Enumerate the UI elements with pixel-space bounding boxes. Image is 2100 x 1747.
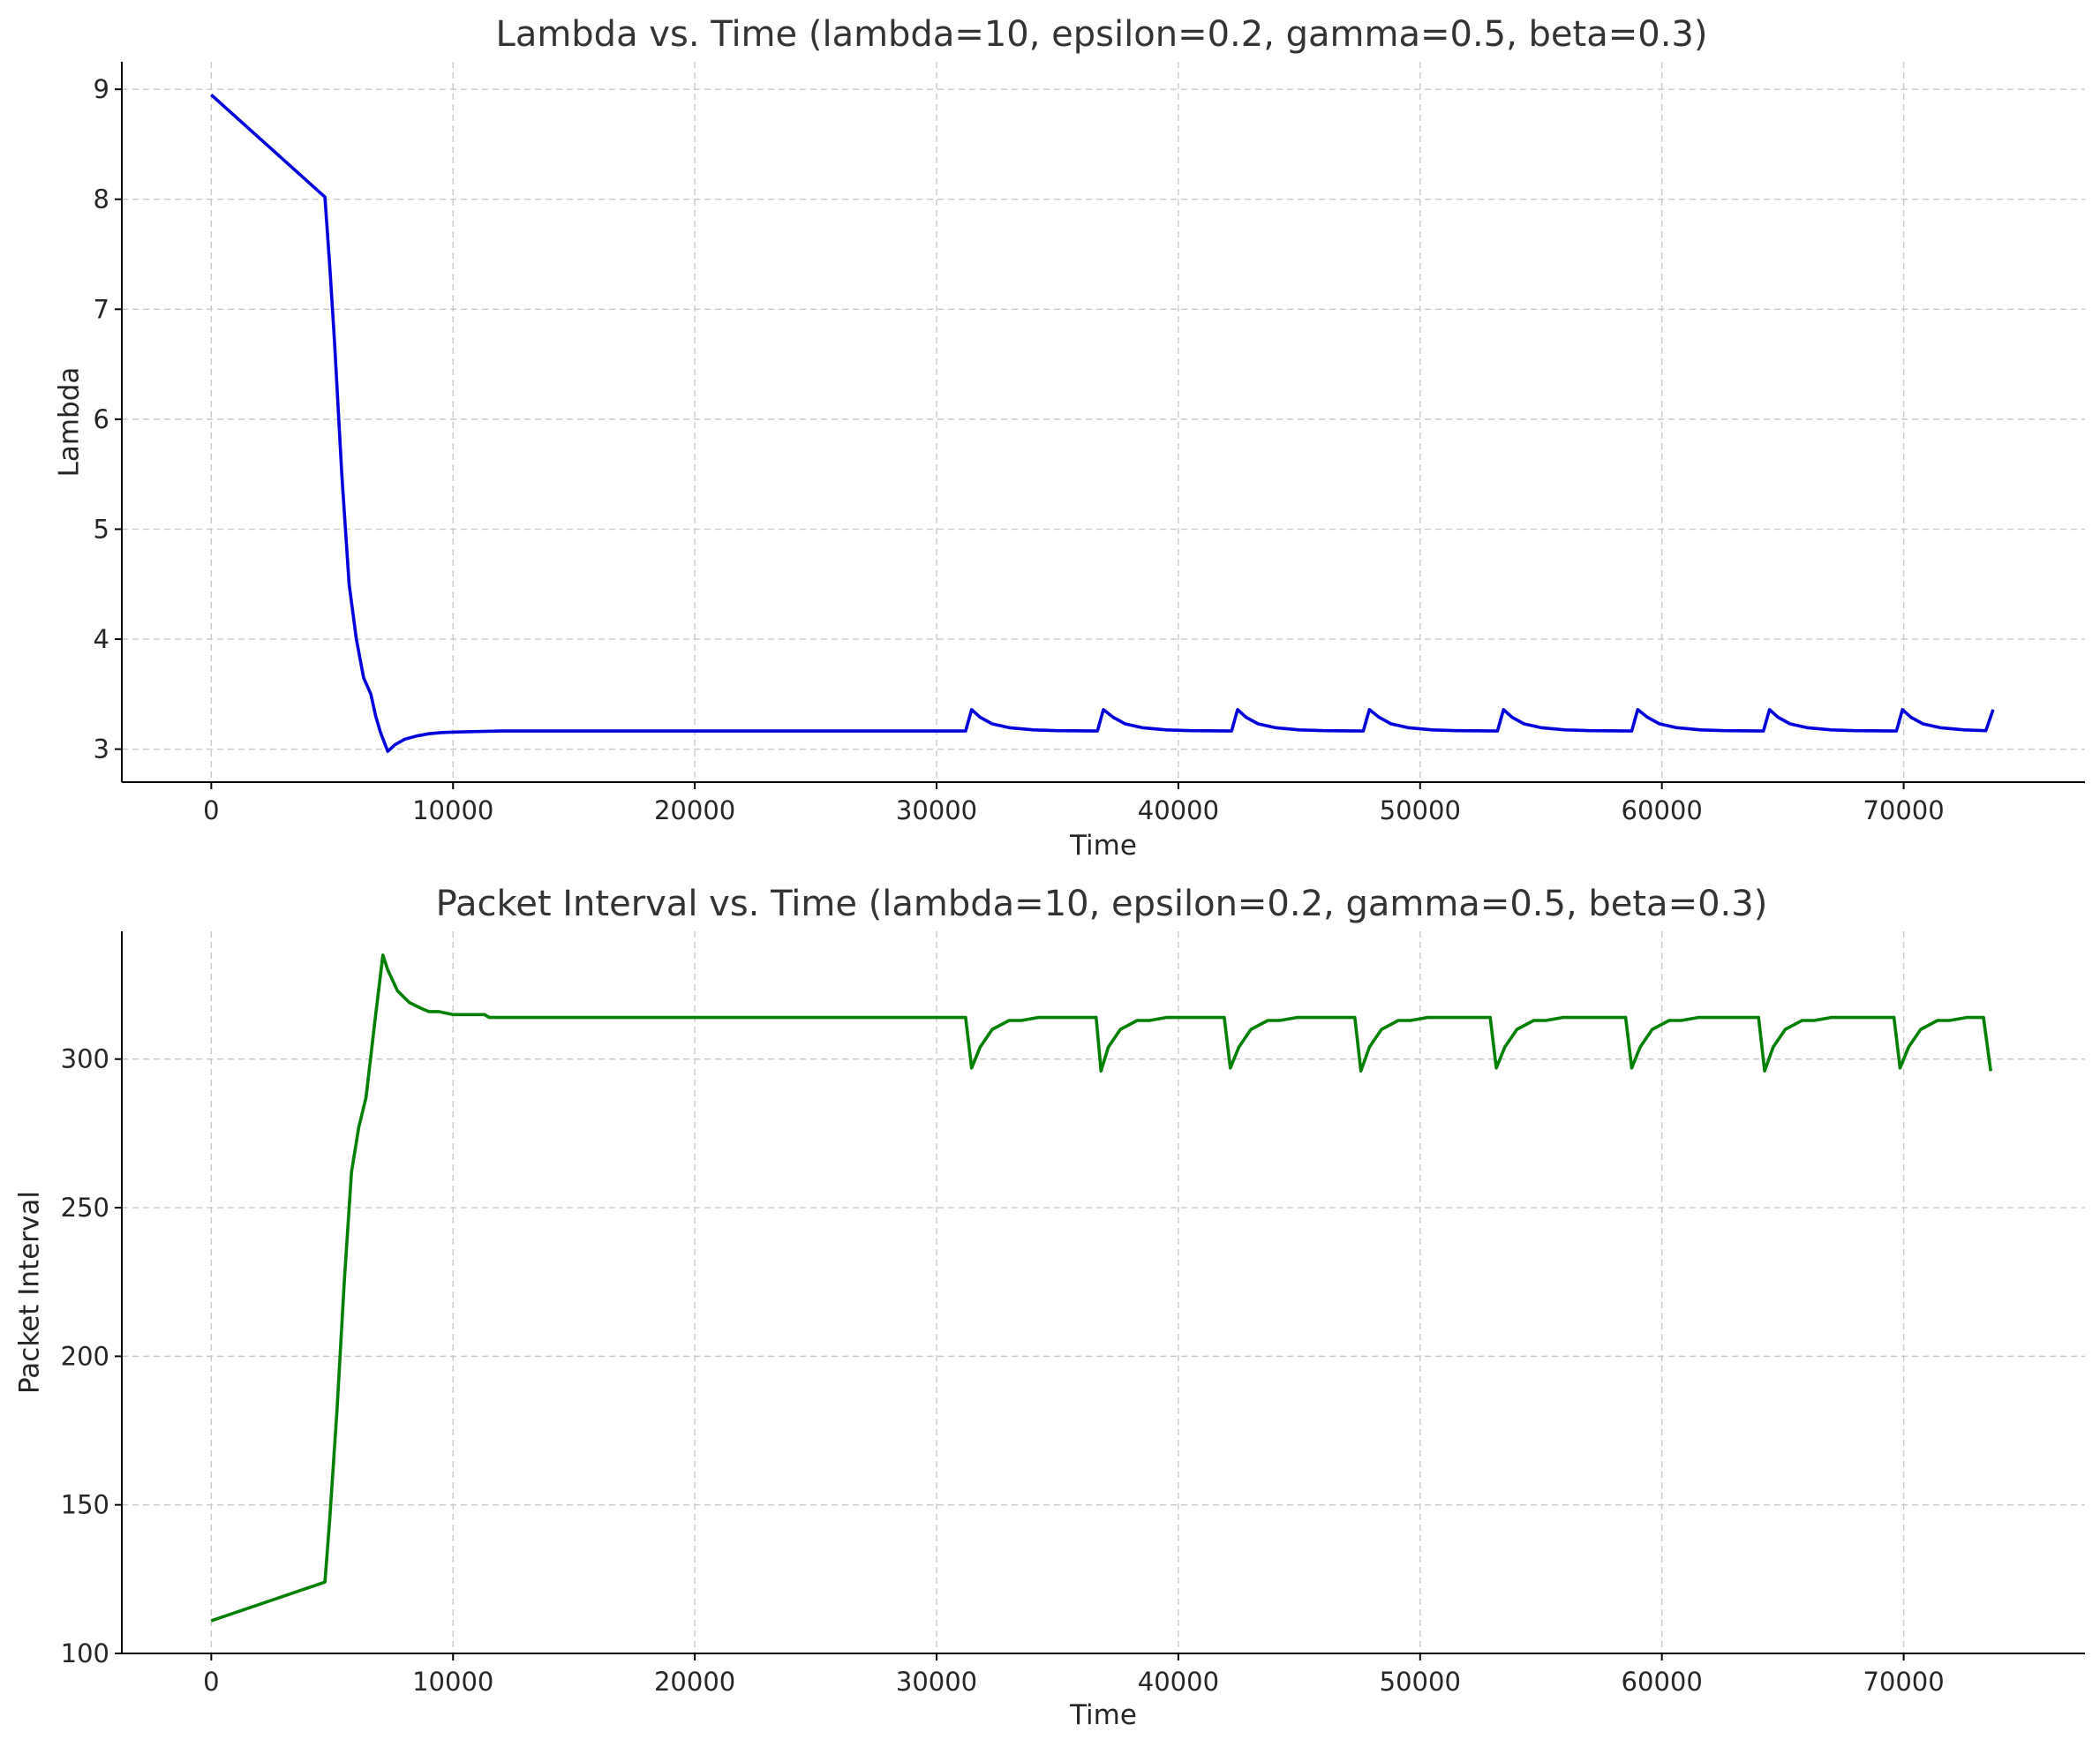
packet-interval-y-tick-label: 250 xyxy=(61,1193,109,1223)
lambda-y-tick-label: 4 xyxy=(94,624,109,654)
lambda-x-tick-label: 60000 xyxy=(1622,795,1703,825)
lambda-y-tick-label: 5 xyxy=(94,514,109,544)
lambda-x-tick-label: 20000 xyxy=(654,795,735,825)
lambda-chart-title: Lambda vs. Time (lambda=10, epsilon=0.2,… xyxy=(496,14,1708,55)
lambda-y-tick-label: 3 xyxy=(94,734,109,764)
lambda-grid xyxy=(122,62,2085,782)
packet-interval-y-tick-label: 300 xyxy=(61,1044,109,1074)
lambda-series-line xyxy=(210,94,1995,753)
lambda-x-tick-label: 0 xyxy=(203,795,219,825)
lambda-y-tick-label: 6 xyxy=(94,404,109,434)
lambda-x-tick-label: 50000 xyxy=(1380,795,1461,825)
packet-interval-x-tick-label: 40000 xyxy=(1138,1667,1219,1697)
packet-interval-x-tick-label: 10000 xyxy=(412,1667,493,1697)
lambda-x-tick-label: 70000 xyxy=(1863,795,1944,825)
lambda-x-tick-label: 30000 xyxy=(896,795,977,825)
packet-interval-x-tick-label: 50000 xyxy=(1380,1667,1461,1697)
packet-interval-grid xyxy=(122,931,2085,1654)
lambda-y-tick-label: 7 xyxy=(94,294,109,324)
lambda-chart: 0 10000 20000 30000 40000 50000 60000 70000 3 4 5 6… xyxy=(54,14,2085,862)
packet-interval-x-axis-label: Time xyxy=(1069,1699,1137,1731)
packet-interval-chart-title: Packet Interval vs. Time (lambda=10, eps… xyxy=(436,884,1768,924)
packet-interval-chart: 0 10000 20000 30000 40000 50000 60000 70000 100 1… xyxy=(14,884,2085,1731)
packet-interval-y-tick-label: 150 xyxy=(61,1490,109,1520)
lambda-x-axis-label: Time xyxy=(1069,830,1137,862)
packet-interval-y-axis-label: Packet Interval xyxy=(14,1191,46,1394)
lambda-y-tick-label: 8 xyxy=(94,184,109,215)
packet-interval-x-tick-label: 0 xyxy=(203,1667,219,1697)
lambda-y-axis-label: Lambda xyxy=(54,367,86,478)
lambda-ticks: 0 10000 20000 30000 40000 50000 60000 70000 3 4 5 6… xyxy=(94,74,1945,825)
packet-interval-x-tick-label: 20000 xyxy=(654,1667,735,1697)
packet-interval-y-tick-label: 100 xyxy=(61,1638,109,1668)
packet-interval-y-tick-label: 200 xyxy=(61,1341,109,1371)
packet-interval-x-tick-label: 30000 xyxy=(896,1667,977,1697)
packet-interval-x-tick-label: 60000 xyxy=(1622,1667,1703,1697)
lambda-x-tick-label: 10000 xyxy=(412,795,493,825)
lambda-y-tick-label: 9 xyxy=(94,74,109,104)
packet-interval-ticks: 0 10000 20000 30000 40000 50000 60000 70000 100 1… xyxy=(61,1044,1945,1697)
lambda-x-tick-label: 40000 xyxy=(1138,795,1219,825)
packet-interval-x-tick-label: 70000 xyxy=(1863,1667,1944,1697)
packet-interval-series-line xyxy=(210,953,1992,1623)
